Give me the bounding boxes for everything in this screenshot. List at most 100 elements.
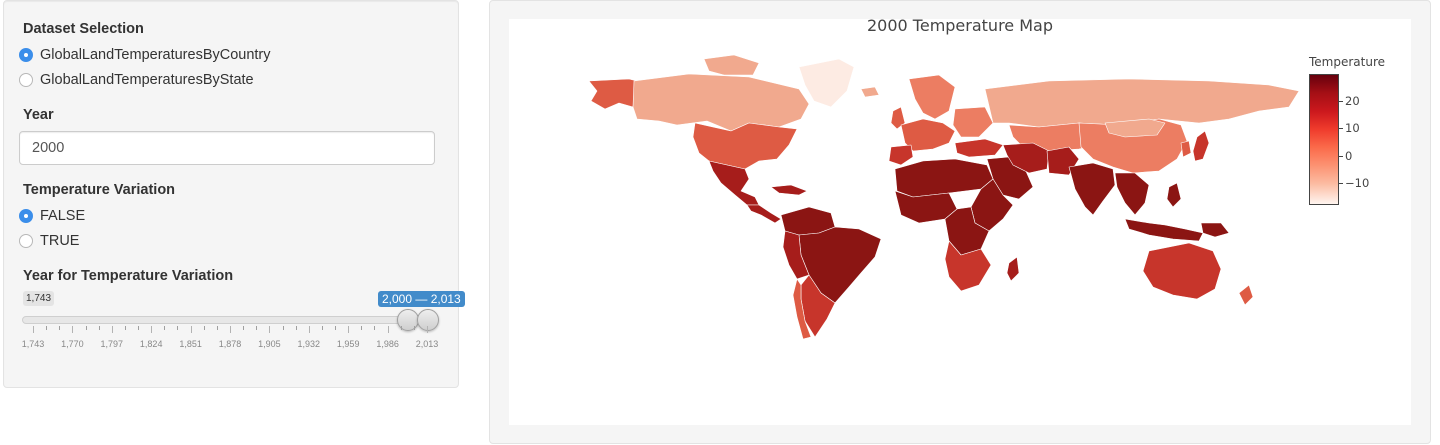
slider-tick-label: 1,851 (179, 339, 202, 349)
region-mongolia (1104, 118, 1166, 138)
region-new-zealand (1238, 284, 1254, 306)
region-philippines (1166, 182, 1182, 208)
slider-minor-tick (203, 326, 205, 330)
colorbar-tick-label: 20 (1345, 94, 1360, 108)
region-canada-islands (703, 54, 760, 76)
year-label: Year (23, 107, 54, 123)
slider-minor-tick (413, 326, 415, 330)
radio-button[interactable] (19, 73, 33, 87)
slider-minor-tick (164, 326, 166, 330)
year-input[interactable] (19, 131, 435, 165)
region-greenland (798, 58, 855, 108)
region-andes (782, 230, 810, 280)
slider-minor-tick (361, 326, 363, 330)
region-mexico (708, 160, 760, 206)
dataset-selection-label: Dataset Selection (23, 21, 144, 37)
radio-label: GlobalLandTemperaturesByState (40, 72, 254, 88)
region-caribbean (770, 184, 808, 196)
world-map[interactable] (509, 19, 1411, 425)
year-range-slider-track[interactable] (22, 316, 429, 324)
slider-minor-tick (256, 326, 258, 330)
region-southern-africa (944, 240, 992, 292)
slider-tick-label: 2,013 (415, 339, 439, 349)
region-indonesia (1124, 218, 1204, 242)
slider-minor-tick (177, 326, 179, 330)
region-iran (1002, 142, 1050, 174)
slider-minor-tick (400, 326, 402, 330)
slider-minor-tick (216, 326, 218, 330)
temperature-variation-label: Temperature Variation (23, 182, 176, 198)
slider-min-label: 1,743 (23, 291, 55, 306)
slider-major-tick (308, 326, 310, 333)
slider-major-tick (111, 326, 113, 333)
region-madagascar (1006, 256, 1020, 282)
slider-minor-tick (85, 326, 87, 330)
slider-tick-label: 1,986 (376, 339, 399, 349)
region-india (1068, 162, 1116, 216)
slider-minor-tick (321, 326, 323, 330)
slider-handle-to[interactable] (417, 309, 439, 331)
region-chile (792, 278, 812, 340)
slider-minor-tick (374, 326, 376, 330)
radio-label: FALSE (40, 208, 86, 224)
slider-minor-tick (46, 326, 48, 330)
radio-dataset-country[interactable]: GlobalLandTemperaturesByCountry (19, 45, 271, 65)
slider-minor-tick (59, 326, 61, 330)
colorbar-tick (1339, 156, 1343, 157)
slider-major-tick (33, 326, 34, 333)
colorbar-tick-label: 0 (1345, 149, 1353, 163)
region-canada (632, 73, 810, 132)
radio-dataset-state[interactable]: GlobalLandTemperaturesByState (19, 70, 254, 90)
radio-button[interactable] (19, 234, 33, 248)
colorbar-title: Temperature (1309, 55, 1386, 69)
colorbar-tick (1339, 128, 1343, 129)
colorbar-tick-label: 10 (1345, 121, 1360, 135)
slider-tick-label: 1,770 (61, 339, 84, 349)
region-iberia (888, 144, 914, 166)
radio-button-selected[interactable] (19, 209, 33, 223)
slider-tick-label: 1,743 (21, 339, 45, 349)
slider-selected-range-label: 2,000 — 2,013 (378, 291, 465, 307)
radio-label: TRUE (40, 233, 80, 249)
slider-major-tick (151, 326, 153, 333)
region-korea (1180, 140, 1192, 158)
slider-tick-label: 1,797 (100, 339, 124, 349)
colorbar-tick-label: −10 (1345, 176, 1370, 190)
region-turkey (954, 138, 1004, 158)
slider-major-tick (387, 326, 389, 333)
colorbar-tick (1339, 183, 1343, 184)
slider-major-tick (190, 326, 192, 333)
region-russia (984, 78, 1300, 128)
slider-tick-label: 1,824 (139, 339, 163, 349)
year-variation-label: Year for Temperature Variation (23, 268, 234, 284)
map-title: 2000 Temperature Map (866, 16, 1053, 35)
slider-minor-tick (138, 326, 140, 330)
radio-label: GlobalLandTemperaturesByCountry (40, 47, 271, 63)
slider-major-tick (72, 326, 74, 333)
slider-minor-tick (282, 326, 284, 330)
radio-variation-true[interactable]: TRUE (19, 231, 79, 251)
slider-tick-label: 1,932 (297, 339, 321, 349)
slider-minor-tick (243, 326, 245, 330)
slider-major-tick (427, 326, 428, 333)
slider-minor-tick (124, 326, 126, 330)
slider-minor-tick (295, 326, 297, 330)
slider-minor-tick (98, 326, 100, 330)
region-north-africa (894, 158, 994, 198)
region-new-guinea (1200, 222, 1230, 238)
map-plot-area[interactable] (509, 19, 1411, 425)
radio-button-selected[interactable] (19, 48, 33, 62)
region-scandinavia (908, 74, 956, 120)
region-australia (1142, 242, 1222, 300)
slider-tick-label: 1,878 (218, 339, 242, 349)
colorbar-tick (1339, 101, 1343, 102)
region-eastern-europe (952, 106, 994, 138)
region-usa (692, 122, 798, 170)
radio-variation-false[interactable]: FALSE (19, 206, 85, 226)
slider-tick-label: 1,905 (258, 339, 281, 349)
region-iceland (860, 86, 880, 98)
region-alaska (588, 78, 638, 110)
slider-tick-label: 1,959 (336, 339, 360, 349)
slider-minor-tick (335, 326, 337, 330)
slider-major-tick (230, 326, 231, 333)
